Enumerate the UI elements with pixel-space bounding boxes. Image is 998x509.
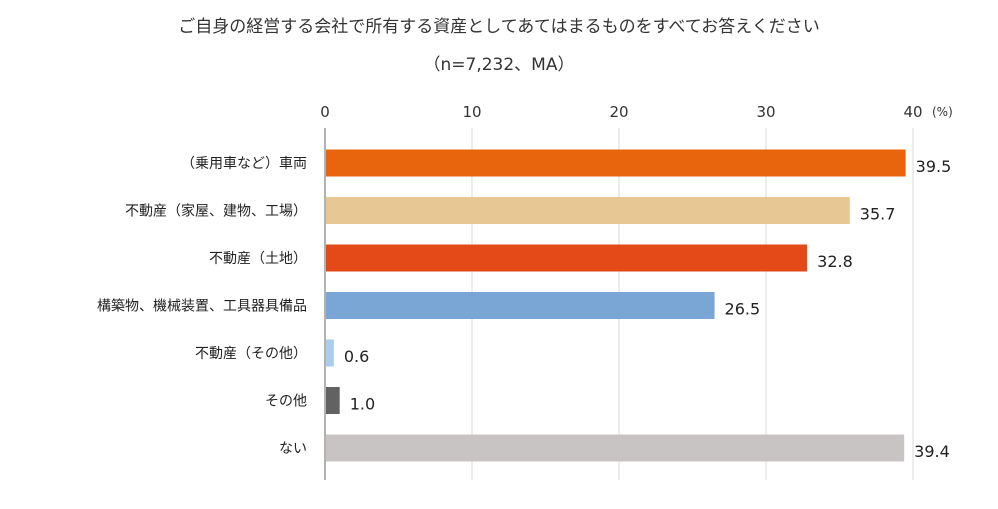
bar [326,197,850,224]
value-label: 26.5 [725,300,761,319]
value-label: 35.7 [860,205,896,224]
category-label: 構築物、機械装置、工具器具備品 [97,299,307,315]
chart-title: ご自身の経営する会社で所有する資産としてあてはまるものをすべてお答えください [178,17,819,37]
value-label: 0.6 [344,347,369,366]
x-tick-label: 40 [903,103,922,121]
value-labels: 39.5 35.7 32.8 26.5 0.6 1.0 39.4 [344,157,951,461]
unit-label: (%) [932,105,953,119]
chart-subtitle: （n=7,232、MA） [424,55,575,75]
value-label: 1.0 [350,395,375,414]
bar [326,434,905,462]
category-label: 不動産（土地） [209,251,307,267]
bar [326,387,340,414]
value-label: 32.8 [817,252,853,271]
category-label: 不動産（家屋、建物、工場） [125,203,307,220]
bar [326,149,906,177]
category-label: その他 [265,394,307,410]
category-label: 不動産（その他） [195,346,307,362]
category-label: ない [279,441,307,457]
bar [326,244,808,272]
value-label: 39.5 [916,157,952,176]
category-label: （乗用車など）車両 [181,155,307,172]
bar [326,292,715,319]
bars [326,149,906,462]
x-axis-ticks: 0 10 20 30 40 [320,103,922,121]
value-label: 39.4 [914,442,950,461]
x-tick-label: 30 [756,103,775,121]
x-tick-label: 10 [462,103,481,121]
bar [326,339,334,367]
x-tick-label: 0 [320,103,330,121]
x-tick-label: 20 [609,103,628,121]
